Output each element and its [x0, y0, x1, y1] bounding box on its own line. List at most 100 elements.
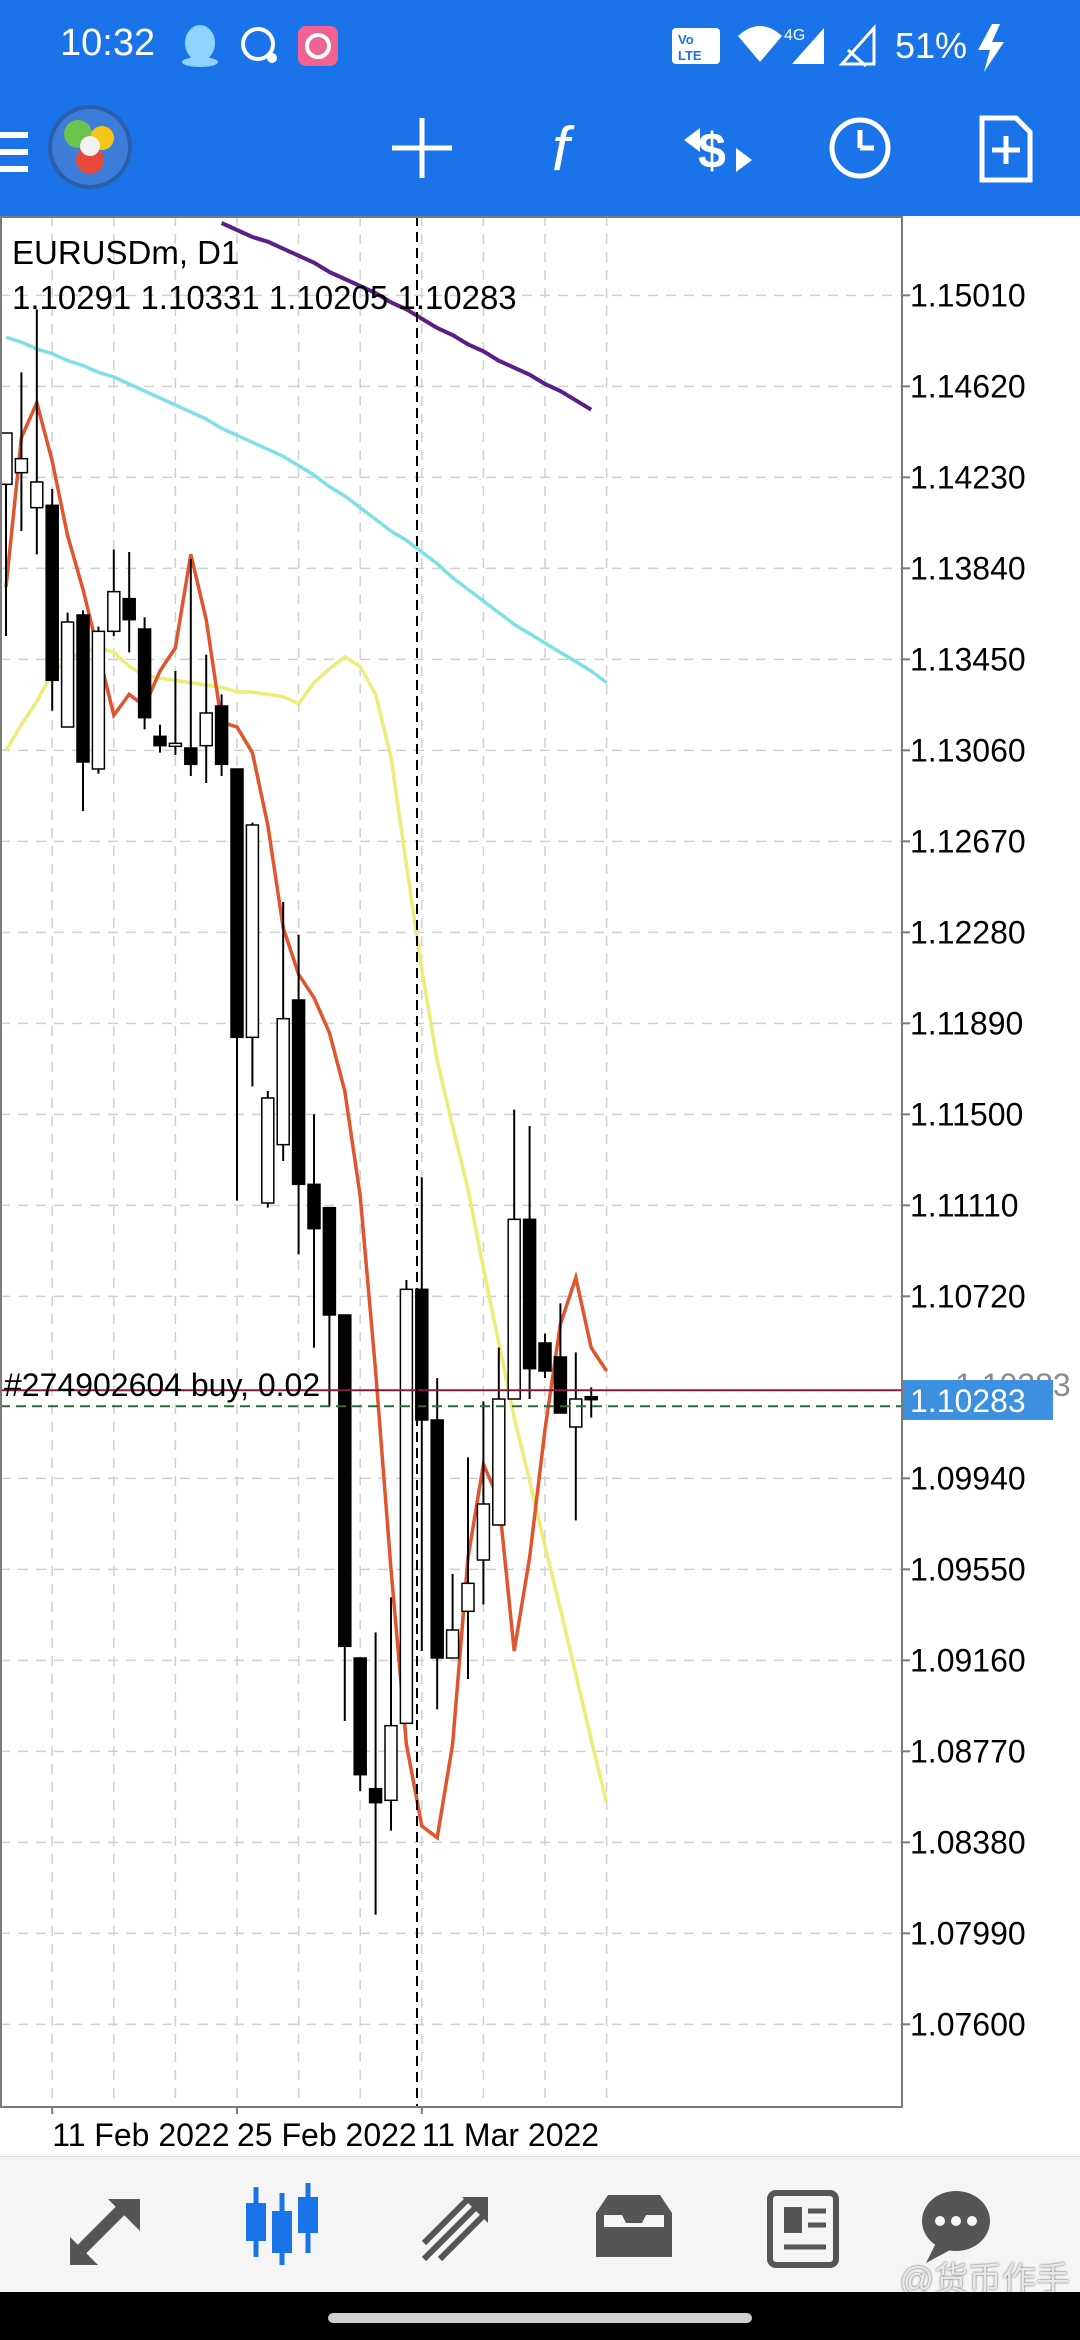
chart-area[interactable]: 1.15010 1.14620 1.14230 1.13840 1.13450 1.130… — [0, 216, 1080, 2156]
moving-averages — [4, 221, 609, 1841]
candle-body — [0, 432, 13, 486]
candle-body — [538, 1342, 552, 1372]
price-label: 1.09160 — [910, 1642, 1026, 1678]
candle-body — [507, 1218, 521, 1400]
candle-body — [245, 824, 260, 1039]
status-icons: Vo LTE 4G 51% — [182, 24, 1004, 72]
price-label: 1.12280 — [910, 914, 1026, 950]
candle — [307, 1114, 321, 1348]
metatrader-logo[interactable] — [48, 105, 132, 189]
candle — [430, 1378, 444, 1710]
candle — [184, 559, 198, 776]
candles — [0, 309, 598, 1915]
price-label: 1.11890 — [910, 1005, 1023, 1041]
indicators-icon[interactable]: f — [552, 115, 575, 184]
candle — [492, 1347, 506, 1526]
candle — [14, 372, 29, 531]
candle-body — [153, 735, 167, 747]
price-axis: 1.15010 1.14620 1.14230 1.13840 1.13450 1.130… — [902, 277, 1026, 2042]
candle — [569, 1352, 583, 1521]
order-line-label: #274902604 buy, 0.02 — [4, 1367, 320, 1403]
candle — [415, 1177, 429, 1651]
candle — [122, 552, 136, 653]
candle — [553, 1303, 568, 1414]
candle-body — [137, 628, 152, 719]
price-chart[interactable]: 1.15010 1.14620 1.14230 1.13840 1.13450 1.130… — [0, 216, 1080, 2156]
moving-average-line — [4, 645, 609, 1804]
svg-text:$: $ — [698, 123, 726, 179]
candle-body — [291, 999, 306, 1186]
menu-icon[interactable] — [0, 132, 28, 172]
timeframe-icon[interactable] — [829, 117, 891, 179]
status-bar: 10:32 Vo LTE 4G — [0, 0, 1080, 94]
candle-body — [430, 1419, 444, 1659]
candle — [168, 671, 183, 755]
current-price-text: 1.10283 — [910, 1383, 1026, 1419]
candle-body — [60, 621, 75, 728]
no-signal-icon — [838, 24, 876, 68]
bottom-navigation — [0, 2156, 1080, 2293]
candle-body — [353, 1657, 367, 1776]
toolbar: f $ — [0, 94, 1080, 216]
price-label: 1.12670 — [910, 823, 1026, 859]
candle — [538, 1333, 552, 1378]
candle-body — [584, 1395, 598, 1401]
candle-body — [553, 1356, 568, 1414]
candle-body — [399, 1288, 414, 1725]
candle — [153, 724, 167, 753]
candle-body — [184, 747, 198, 766]
candle — [461, 1457, 475, 1679]
candle-body — [384, 1724, 398, 1802]
new-order-icon[interactable] — [979, 115, 1033, 183]
wifi-icon — [738, 26, 782, 62]
crosshair-icon[interactable] — [392, 118, 452, 178]
candle — [584, 1387, 598, 1418]
candle — [322, 1206, 337, 1406]
date-label: 11 Mar 2022 — [422, 2117, 599, 2153]
chart-icon[interactable] — [246, 2183, 318, 2265]
candle-body — [76, 614, 90, 763]
price-label: 1.11110 — [910, 1187, 1019, 1223]
candle-body — [30, 481, 44, 509]
date-label: 25 Feb 2022 — [237, 2117, 417, 2153]
ohlc-label: 1.10291 1.10331 1.10205 1.10283 — [12, 279, 517, 316]
price-label: 1.13060 — [910, 732, 1026, 768]
moving-average-line — [220, 221, 593, 412]
home-indicator[interactable] — [328, 2313, 752, 2323]
current-price-tag — [903, 1380, 1053, 1420]
candle-body — [522, 1218, 537, 1370]
candle — [445, 1574, 460, 1659]
pink-app-icon — [298, 26, 338, 66]
price-label: 1.15010 — [910, 277, 1026, 313]
news-icon[interactable] — [767, 2190, 839, 2268]
svg-text:Vo: Vo — [678, 32, 694, 47]
candle-body — [322, 1206, 337, 1316]
candle — [384, 1597, 398, 1831]
date-label: 11 Feb 2022 — [52, 2117, 229, 2153]
candle — [399, 1280, 414, 1725]
candle-body — [476, 1503, 491, 1561]
price-label: 1.14230 — [910, 459, 1026, 495]
candle-body — [199, 712, 213, 747]
candle — [276, 902, 290, 1161]
signal-icon — [792, 28, 824, 64]
price-label: 1.13450 — [910, 641, 1026, 677]
candle — [214, 694, 229, 776]
candle-body — [45, 504, 59, 682]
messages-icon[interactable] — [922, 2191, 990, 2263]
trade-icon[interactable]: $ — [684, 123, 752, 179]
price-label: 1.11500 — [910, 1096, 1023, 1132]
svg-text:LTE: LTE — [678, 48, 702, 63]
candle-body — [14, 457, 29, 474]
trade-icon[interactable] — [421, 2196, 488, 2262]
candle-body — [492, 1398, 506, 1526]
candle-body — [168, 742, 183, 748]
candle-body — [107, 590, 121, 633]
history-icon[interactable] — [596, 2195, 672, 2257]
charging-icon — [978, 24, 1004, 72]
chart-frame — [0, 216, 903, 2108]
candle-body — [276, 1017, 290, 1146]
quotes-icon[interactable] — [70, 2199, 140, 2265]
candle-body — [368, 1787, 383, 1804]
candle — [522, 1126, 537, 1399]
